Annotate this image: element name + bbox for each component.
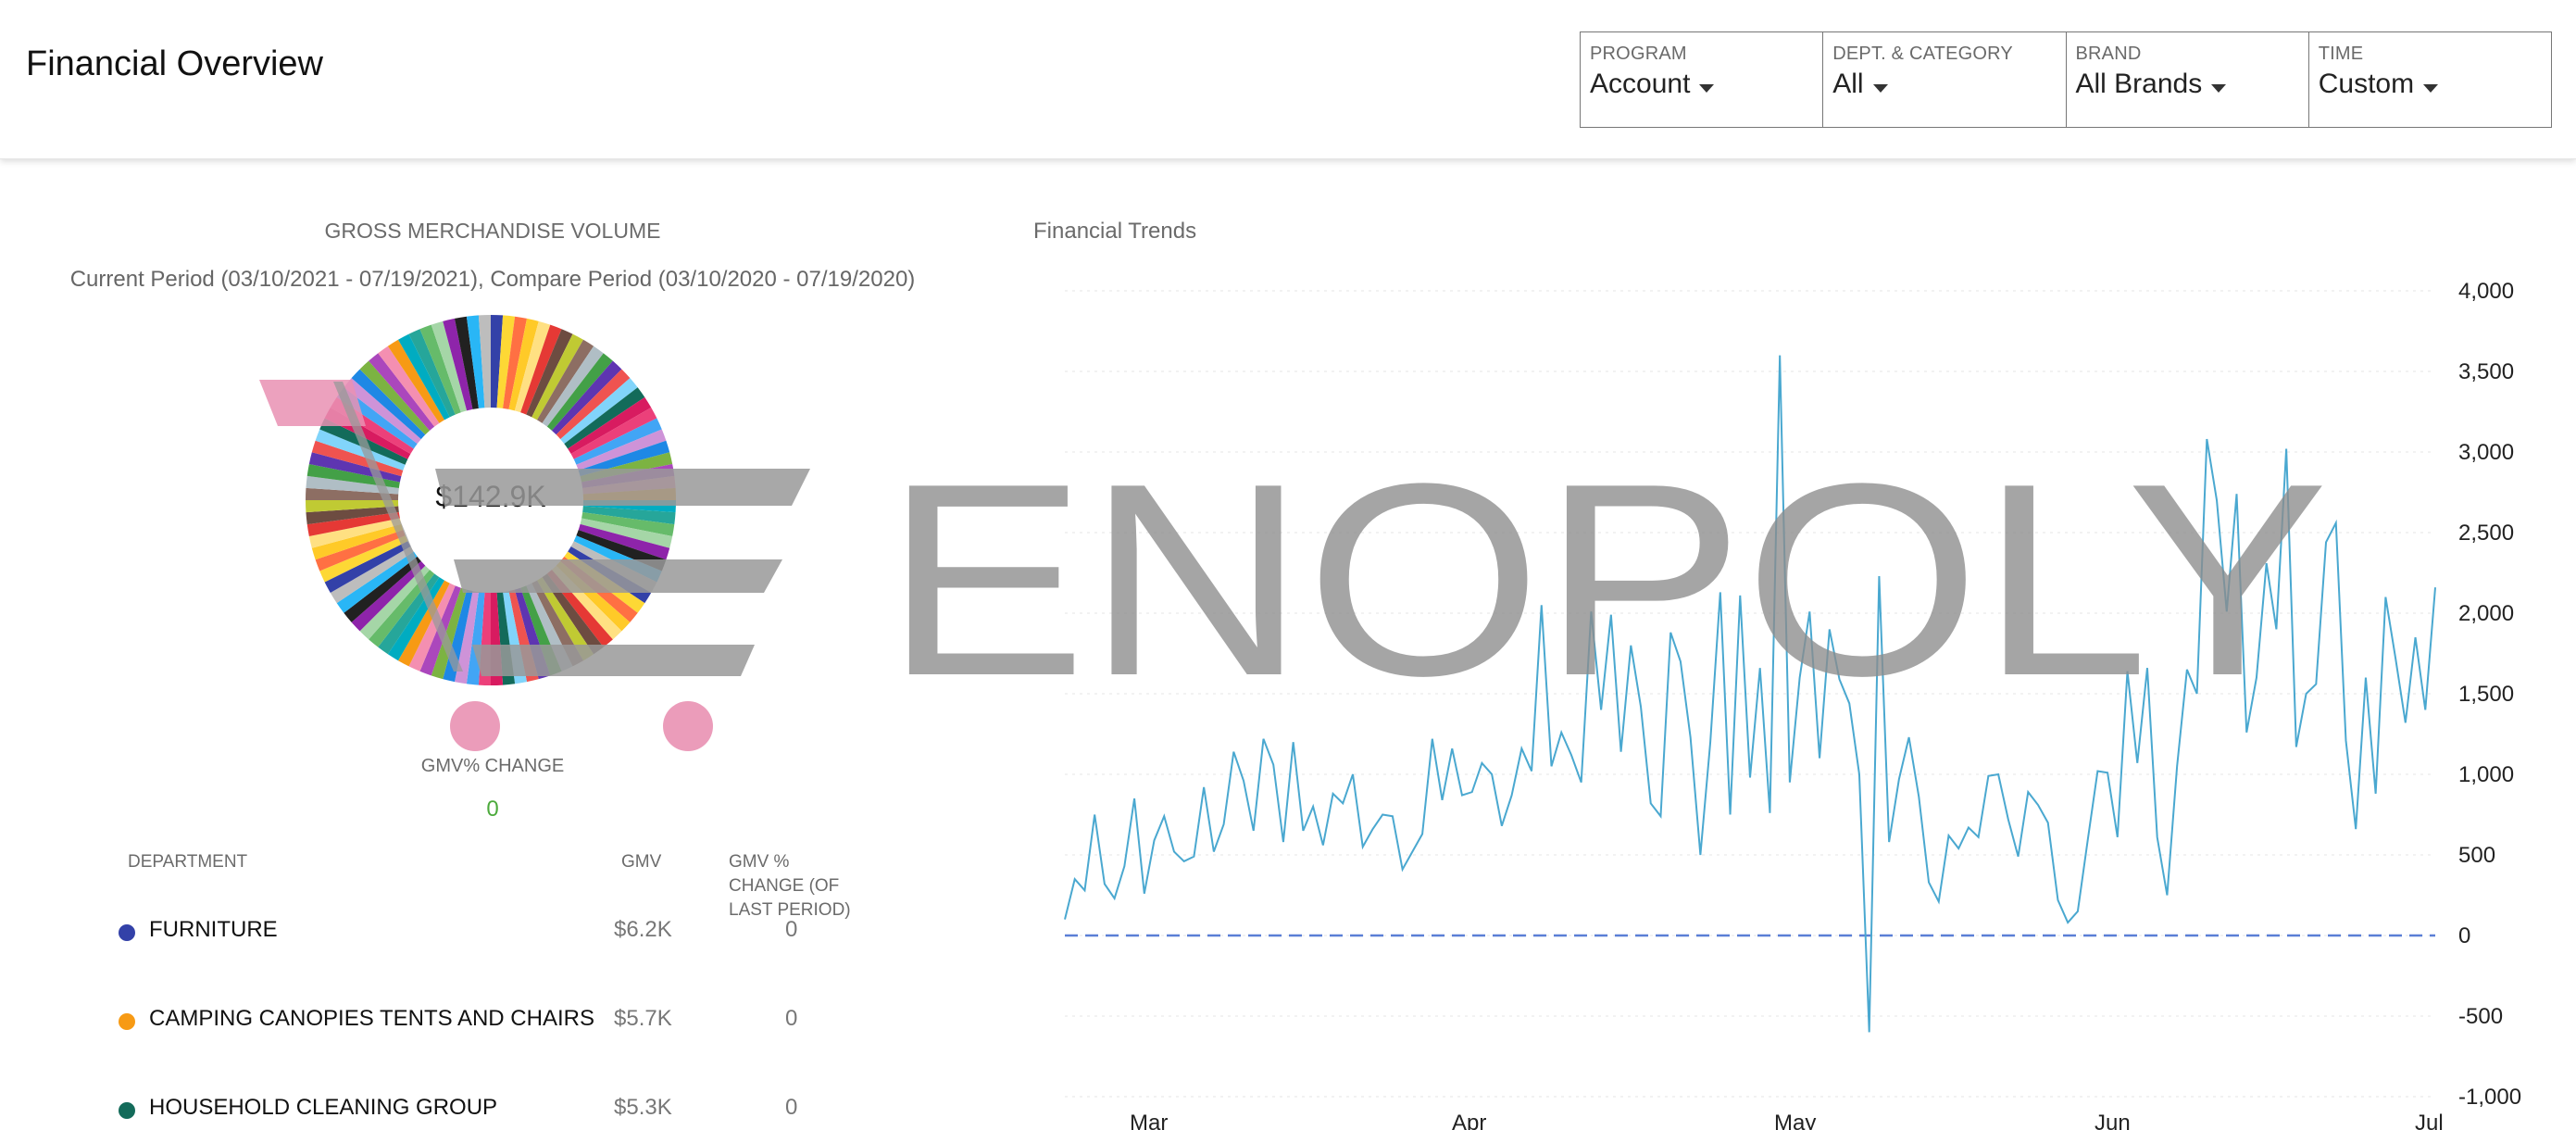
donut-slice[interactable] — [556, 369, 631, 440]
department-row[interactable]: CAMPING CANOPIES TENTS AND CHAIRS $5.7K … — [119, 1006, 952, 1043]
donut-slice[interactable] — [454, 316, 479, 409]
department-row[interactable]: HOUSEHOLD CLEANING GROUP $5.3K 0 — [119, 1095, 952, 1130]
page-title: Financial Overview — [26, 44, 323, 83]
y-tick-label: 2,500 — [2458, 521, 2514, 546]
donut-slice[interactable] — [578, 440, 670, 477]
y-tick-label: 1,000 — [2458, 762, 2514, 787]
brand-filter[interactable]: BRAND All Brands — [2067, 32, 2309, 127]
current-period-line[interactable] — [1064, 355, 2436, 1033]
program-filter-value: Account — [1590, 69, 1691, 99]
time-filter[interactable]: TIME Custom — [2309, 32, 2551, 127]
donut-slice[interactable] — [478, 315, 491, 408]
donut-slice[interactable] — [570, 408, 657, 459]
financial-trends-chart[interactable]: 4,000 3,500 3,000 2,500 2,000 1,500 1,000 500 0 -… — [1028, 269, 2576, 1130]
department-gmv: $6.2K — [614, 917, 672, 942]
department-change: 0 — [785, 1095, 798, 1120]
x-tick-label: Jun — [2095, 1111, 2131, 1130]
y-tick-label: 4,000 — [2458, 279, 2514, 304]
donut-slice[interactable] — [560, 378, 638, 445]
caret-down-icon — [2211, 84, 2227, 94]
x-tick-label: Apr — [1452, 1111, 1486, 1130]
brand-filter-label: BRAND — [2075, 44, 2142, 64]
donut-slice[interactable] — [581, 512, 675, 537]
department-gmv: $5.3K — [614, 1095, 672, 1120]
y-tick-label: 500 — [2458, 843, 2495, 868]
legend-dot — [119, 924, 135, 941]
donut-slice[interactable] — [520, 324, 562, 415]
donut-slice[interactable] — [537, 577, 594, 661]
x-tick-label: Mar — [1130, 1111, 1168, 1130]
time-filter-label: TIME — [2318, 44, 2364, 64]
donut-slice[interactable] — [531, 333, 583, 421]
top-bar: Financial Overview PROGRAM Account DEPT.… — [0, 0, 2576, 159]
donut-slice[interactable] — [443, 318, 473, 411]
donut-slice[interactable] — [496, 315, 516, 408]
y-tick-label: 2,000 — [2458, 601, 2514, 626]
brand-filter-value: All Brands — [2075, 69, 2203, 99]
donut-slice[interactable] — [537, 339, 594, 423]
filter-bar: PROGRAM Account DEPT. & CATEGORY All BRA… — [1580, 31, 2552, 128]
department-column-header: DEPARTMENT — [128, 852, 248, 872]
donut-slice[interactable] — [503, 316, 528, 409]
y-tick-label: 3,000 — [2458, 440, 2514, 465]
legend-dot — [119, 1102, 135, 1119]
legend-dot — [119, 1013, 135, 1030]
donut-slice[interactable] — [526, 329, 573, 418]
department-name: FURNITURE — [149, 917, 278, 942]
donut-slice[interactable] — [578, 523, 670, 560]
donut-slice[interactable] — [466, 315, 485, 408]
gmv-change-column-header: GMV % CHANGE (OF LAST PERIOD) — [729, 852, 851, 920]
gmv-total: $142.9K — [435, 480, 546, 513]
program-filter[interactable]: PROGRAM Account — [1581, 32, 1824, 127]
gmv-change-label: GMV% CHANGE — [420, 756, 565, 776]
donut-slice[interactable] — [582, 506, 676, 525]
donut-slice[interactable] — [491, 315, 504, 408]
y-tick-label: 3,500 — [2458, 359, 2514, 384]
dept-category-filter-label: DEPT. & CATEGORY — [1832, 44, 2013, 64]
y-tick-label: -1,000 — [2458, 1085, 2521, 1110]
dept-category-filter[interactable]: DEPT. & CATEGORY All — [1823, 32, 2067, 127]
donut-slice[interactable] — [466, 592, 485, 685]
time-filter-value: Custom — [2318, 69, 2415, 99]
department-name: CAMPING CANOPIES TENTS AND CHAIRS — [149, 1006, 594, 1031]
donut-slice[interactable] — [576, 429, 667, 471]
department-change: 0 — [785, 917, 798, 942]
program-filter-label: PROGRAM — [1590, 44, 1687, 64]
x-tick-label: May — [1774, 1111, 1816, 1130]
y-tick-label: -500 — [2458, 1004, 2503, 1029]
donut-slice[interactable] — [568, 396, 652, 454]
department-gmv: $5.7K — [614, 1006, 672, 1031]
department-row[interactable]: FURNITURE $6.2K 0 — [119, 917, 952, 954]
department-change: 0 — [785, 1006, 798, 1031]
donut-slice[interactable] — [546, 353, 613, 431]
donut-slice[interactable] — [542, 573, 604, 655]
caret-down-icon — [1699, 84, 1715, 94]
donut-slice[interactable] — [514, 320, 551, 413]
department-name: HOUSEHOLD CLEANING GROUP — [149, 1095, 498, 1120]
financial-trends-title: Financial Trends — [1033, 219, 1197, 244]
donut-slice[interactable] — [508, 318, 539, 411]
caret-down-icon — [1872, 84, 1888, 94]
donut-slice[interactable] — [551, 360, 622, 435]
x-tick-label: Jul — [2415, 1111, 2444, 1130]
gmv-change-value: 0 — [486, 797, 499, 822]
gmv-column-header: GMV — [621, 852, 662, 872]
dept-category-filter-value: All — [1832, 69, 1864, 99]
donut-slice[interactable] — [542, 345, 604, 427]
gmv-title: GROSS MERCHANDISE VOLUME — [324, 219, 661, 243]
y-tick-label: 0 — [2458, 923, 2470, 948]
y-tick-label: 1,500 — [2458, 682, 2514, 707]
period-range: Current Period (03/10/2021 - 07/19/2021)… — [69, 267, 916, 292]
donut-slice[interactable] — [573, 418, 662, 465]
donut-slice[interactable] — [580, 518, 673, 548]
donut-slice[interactable] — [564, 387, 645, 449]
caret-down-icon — [2423, 84, 2439, 94]
